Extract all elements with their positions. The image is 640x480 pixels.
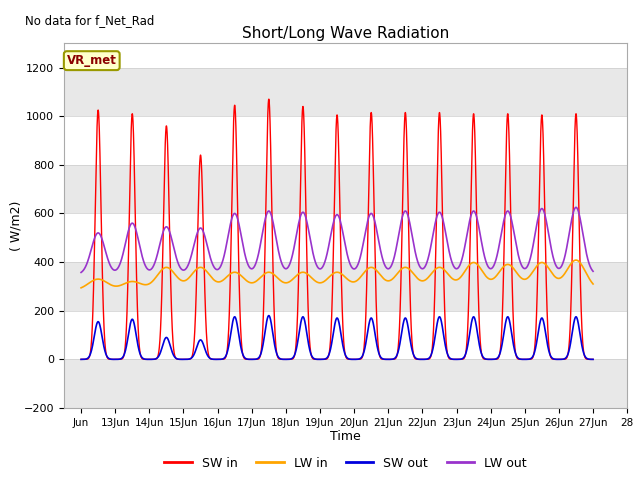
LW out [423,259,431,264]
Bar [64,165,627,214]
SW in [77,357,85,362]
LW in [317,280,325,286]
SW in [481,356,488,362]
Text: No data for f_Net_Rad: No data for f_Net_Rad [24,14,154,27]
LW out [481,253,488,259]
LW out [572,204,580,210]
Bar [64,214,627,262]
Bar [64,262,627,311]
LW in [423,276,431,281]
LW in [452,277,460,283]
Bar [64,116,627,165]
Text: VR_met: VR_met [67,54,116,67]
SW out [424,356,431,362]
SW in [452,357,460,362]
Y-axis label: ( W/m2): ( W/m2) [10,201,22,251]
SW out [265,312,273,318]
Line: LW in: LW in [81,260,593,288]
SW in [589,357,596,362]
Line: SW out: SW out [81,315,593,360]
LW in [169,269,177,275]
Bar [64,68,627,116]
LW in [589,280,596,286]
Bar [64,311,627,360]
SW in [265,96,273,102]
Line: SW in: SW in [81,99,593,360]
SW in [424,357,431,362]
X-axis label: Time: Time [330,431,361,444]
SW out [318,357,326,362]
SW out [452,357,460,362]
LW in [77,285,85,291]
SW out [481,356,488,361]
LW in [589,281,597,287]
SW out [589,357,597,362]
SW out [169,351,177,357]
Legend: SW in, LW in, SW out, LW out: SW in, LW in, SW out, LW out [159,452,532,475]
LW out [169,242,177,248]
LW out [77,270,85,276]
Bar [64,360,627,408]
LW out [589,268,597,274]
SW in [169,340,177,346]
LW in [481,272,488,277]
SW in [318,357,326,362]
SW out [589,357,596,362]
LW out [589,268,596,274]
LW out [317,265,325,271]
SW out [77,357,85,362]
SW in [589,357,597,362]
LW out [452,265,460,271]
LW in [572,257,580,263]
Line: LW out: LW out [81,207,593,273]
Title: Short/Long Wave Radiation: Short/Long Wave Radiation [242,25,449,41]
